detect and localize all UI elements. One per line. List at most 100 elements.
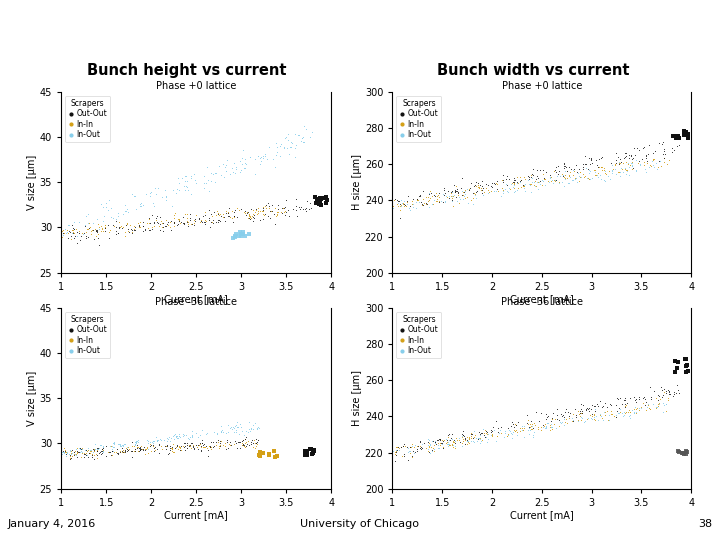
Point xyxy=(433,444,444,453)
Point xyxy=(539,175,550,184)
Point xyxy=(618,154,629,163)
Point xyxy=(235,444,246,453)
Point xyxy=(264,449,275,458)
Point xyxy=(465,196,477,205)
Point xyxy=(567,176,578,185)
Point xyxy=(60,448,71,457)
Point xyxy=(257,209,269,218)
Point xyxy=(595,163,607,172)
Point xyxy=(448,443,459,451)
Point xyxy=(197,435,208,444)
Point xyxy=(464,438,475,447)
Point xyxy=(406,442,418,450)
Point xyxy=(221,428,233,437)
Point xyxy=(174,433,185,441)
Point xyxy=(148,444,159,453)
Point xyxy=(194,438,206,447)
Point xyxy=(220,206,232,215)
Point xyxy=(428,199,439,208)
Point xyxy=(243,211,254,219)
Point xyxy=(553,179,564,188)
Point xyxy=(114,447,126,455)
Point xyxy=(181,217,192,225)
Point xyxy=(272,208,284,217)
Point xyxy=(222,444,233,453)
Point xyxy=(445,188,456,197)
Point xyxy=(450,181,462,190)
Point xyxy=(570,410,582,419)
Point xyxy=(106,204,117,213)
Point xyxy=(612,394,624,403)
Point xyxy=(315,194,326,203)
Point xyxy=(57,227,68,235)
Point xyxy=(141,219,153,227)
Point xyxy=(172,219,184,228)
Point xyxy=(620,158,631,167)
Point xyxy=(179,186,190,194)
Point xyxy=(549,415,560,424)
Point xyxy=(641,156,652,165)
Point xyxy=(470,187,482,196)
Point xyxy=(423,196,435,205)
Point xyxy=(75,444,86,453)
Point xyxy=(410,204,421,213)
Point xyxy=(582,174,593,183)
Point xyxy=(508,183,520,192)
Point xyxy=(97,227,109,235)
Point xyxy=(207,170,219,178)
Point xyxy=(631,167,642,176)
Point xyxy=(217,212,228,221)
Point xyxy=(94,441,105,449)
Point xyxy=(302,451,313,460)
Point xyxy=(618,412,629,421)
Point xyxy=(240,437,252,446)
X-axis label: Current [mA]: Current [mA] xyxy=(164,510,228,521)
Point xyxy=(210,441,222,449)
Point xyxy=(599,399,611,407)
Point xyxy=(428,441,440,449)
Point xyxy=(148,436,159,445)
Point xyxy=(297,133,309,141)
Point xyxy=(190,179,202,187)
Point xyxy=(395,196,407,205)
Point xyxy=(657,399,669,407)
Point xyxy=(495,429,507,437)
Point xyxy=(68,225,80,234)
Point xyxy=(650,404,662,413)
Point xyxy=(214,444,225,453)
Point xyxy=(444,430,455,438)
Point xyxy=(564,414,575,422)
Point xyxy=(174,186,185,194)
Point xyxy=(237,146,248,154)
Point xyxy=(447,437,459,445)
Point xyxy=(297,205,308,213)
Point xyxy=(602,171,613,180)
Point xyxy=(231,203,243,212)
Point xyxy=(408,449,420,457)
Point xyxy=(211,218,222,227)
Point xyxy=(76,444,88,453)
Point xyxy=(611,170,622,179)
Point xyxy=(104,226,115,235)
Point xyxy=(649,146,660,155)
Point xyxy=(538,165,549,174)
Point xyxy=(134,218,145,227)
Point xyxy=(145,438,156,447)
Point xyxy=(116,441,127,449)
Point xyxy=(422,438,433,447)
Point xyxy=(163,433,175,441)
Point xyxy=(390,447,402,456)
Point xyxy=(387,204,398,213)
Point xyxy=(279,202,291,211)
Point xyxy=(457,435,469,443)
Point xyxy=(414,191,426,199)
Point xyxy=(290,194,302,203)
Point xyxy=(174,441,185,450)
Point xyxy=(480,428,491,437)
Point xyxy=(568,165,580,173)
Point xyxy=(414,443,426,452)
Point xyxy=(492,187,503,195)
Point xyxy=(143,215,154,224)
Point xyxy=(418,438,430,447)
Point xyxy=(169,443,181,452)
